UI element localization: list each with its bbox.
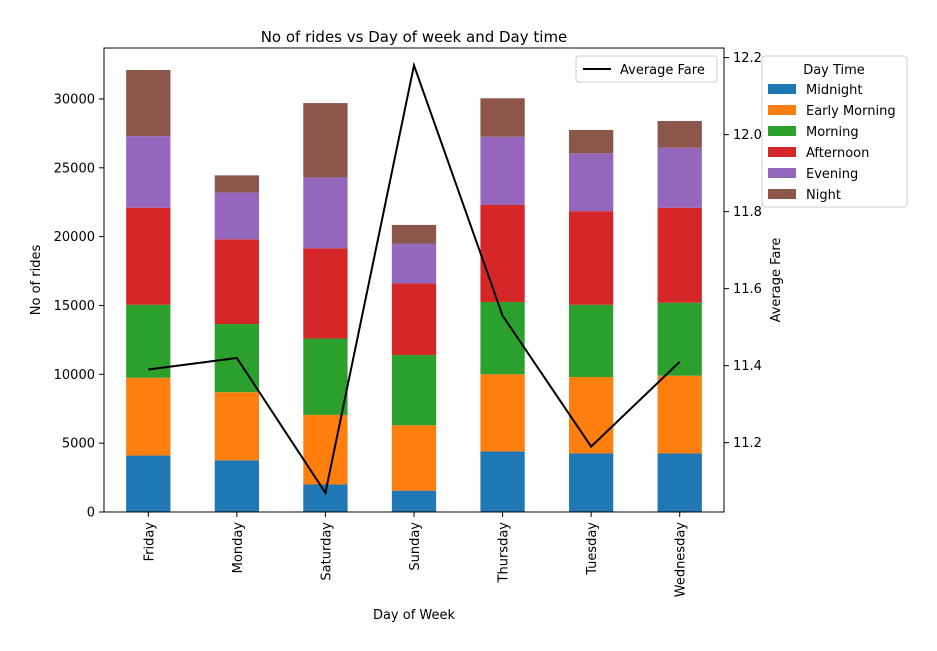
legend-label-night: Night — [806, 188, 841, 203]
bar-friday-night — [126, 70, 171, 137]
bar-thursday-early-morning — [480, 374, 525, 452]
y2-tick-label: 11.6 — [733, 282, 762, 297]
legend-label-morning: Morning — [806, 125, 859, 140]
y2-tick-label: 11.8 — [733, 205, 762, 220]
bar-tuesday-evening — [569, 153, 614, 212]
average-fare-line-group — [148, 61, 681, 496]
bar-thursday-afternoon — [480, 204, 525, 303]
bar-sunday-night — [391, 224, 437, 244]
legend-swatch-afternoon — [768, 147, 796, 157]
bar-legend-box — [761, 55, 908, 208]
bar-tuesday-night — [569, 129, 614, 154]
bar-tuesday-midnight — [569, 453, 614, 512]
bar-saturday-evening — [303, 177, 348, 249]
legend-swatch-night — [768, 189, 796, 199]
x-tick-label: Sunday — [408, 522, 423, 571]
bar-legend-title: Day Time — [803, 63, 865, 78]
bar-monday-early-morning — [214, 392, 259, 461]
bar-thursday-midnight — [480, 451, 525, 512]
x-tick-label: Saturday — [319, 522, 334, 581]
y-tick-label: 15000 — [54, 299, 95, 314]
bar-wednesday-afternoon — [657, 207, 702, 303]
x-axis: Friday Monday Saturday Sunday Thursday Tuesda… — [142, 512, 689, 598]
bar-tuesday-early-morning — [569, 377, 614, 454]
y2-axis-label: Average Fare — [769, 238, 784, 323]
bar-monday-night — [214, 175, 259, 193]
y-tick-label: 20000 — [54, 230, 95, 245]
bar-friday-evening — [126, 136, 171, 208]
bar-sunday-morning — [391, 355, 437, 426]
bar-thursday-night — [480, 98, 525, 137]
bar-friday-morning — [126, 304, 171, 378]
bar-saturday-morning — [303, 338, 348, 415]
bar-monday-afternoon — [214, 239, 259, 325]
x-axis-label: Day of Week — [373, 608, 456, 623]
line-legend: Average Fare — [575, 55, 718, 83]
bar-monday-evening — [214, 192, 259, 240]
bar-thursday-evening — [480, 136, 525, 205]
chart-title: No of rides vs Day of week and Day time — [261, 28, 568, 46]
legend-swatch-early-morning — [768, 105, 796, 115]
y-tick-label: 10000 — [54, 368, 95, 383]
y2-tick-label: 12.2 — [733, 51, 762, 66]
legend-label-afternoon: Afternoon — [806, 146, 869, 161]
x-tick-label: Thursday — [497, 522, 512, 584]
bar-wednesday-midnight — [657, 453, 702, 512]
bar-wednesday-early-morning — [657, 375, 702, 454]
bar-sunday-early-morning — [391, 425, 437, 491]
bar-tuesday-afternoon — [569, 211, 614, 305]
bar-wednesday-night — [657, 120, 702, 148]
line-legend-label: Average Fare — [620, 63, 705, 78]
legend-label-midnight: Midnight — [806, 83, 863, 98]
y2-tick-label: 11.2 — [733, 436, 762, 451]
bars-group — [126, 70, 702, 512]
y-axis: 0 5000 10000 15000 20000 25000 30000 — [54, 92, 104, 521]
x-tick-label: Tuesday — [585, 522, 600, 576]
x-tick-label: Friday — [142, 522, 157, 562]
bar-sunday-afternoon — [391, 283, 437, 356]
x-tick-label: Monday — [231, 522, 246, 574]
bar-tuesday-morning — [569, 304, 614, 378]
y-tick-label: 5000 — [62, 437, 95, 452]
bar-monday-midnight — [214, 460, 259, 512]
y-tick-label: 0 — [87, 506, 95, 521]
legend-label-early-morning: Early Morning — [806, 104, 896, 119]
bar-friday-midnight — [126, 455, 171, 512]
legend-label-evening: Evening — [806, 167, 858, 182]
bar-sunday-evening — [391, 243, 437, 284]
y2-tick-label: 11.4 — [733, 359, 762, 374]
bar-wednesday-morning — [657, 302, 702, 376]
bar-legend-items: Midnight Early Morning Morning Afternoon Eve… — [768, 83, 896, 203]
legend-swatch-morning — [768, 126, 796, 136]
plot-frame — [103, 47, 725, 513]
y2-tick-label: 12.0 — [733, 128, 762, 143]
bar-saturday-afternoon — [303, 248, 348, 339]
x-tick-label: Wednesday — [674, 522, 689, 598]
y-axis-label: No of rides — [29, 245, 44, 316]
bar-friday-early-morning — [126, 377, 171, 456]
legend-swatch-midnight — [768, 84, 796, 94]
y-tick-label: 25000 — [54, 161, 95, 176]
bar-saturday-night — [303, 103, 348, 178]
line-legend-box — [575, 55, 718, 83]
bar-wednesday-evening — [657, 147, 702, 208]
bar-sunday-midnight — [391, 490, 437, 512]
bar-saturday-early-morning — [303, 414, 348, 485]
y2-axis: 11.2 11.4 11.6 11.8 12.0 12.2 — [724, 51, 762, 451]
bar-friday-afternoon — [126, 207, 171, 305]
bar-legend: Day Time Midnight Early Morning Morning Aft… — [761, 55, 908, 208]
legend-swatch-evening — [768, 168, 796, 178]
y-tick-label: 30000 — [54, 92, 95, 107]
average-fare-line — [148, 61, 681, 496]
